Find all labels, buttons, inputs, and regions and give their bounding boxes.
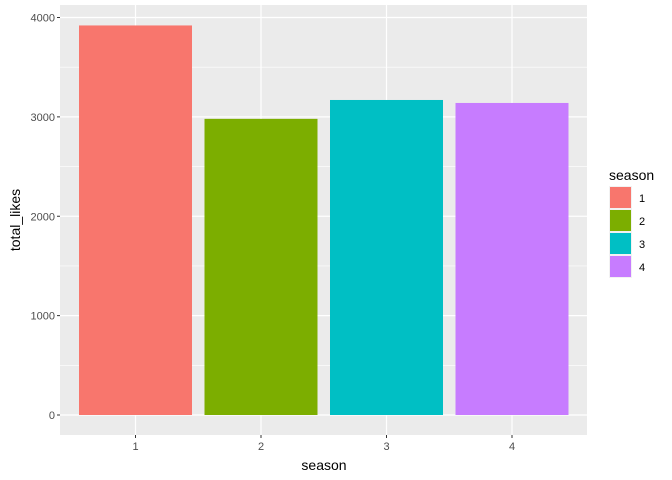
- bar-season-2: [204, 118, 318, 416]
- bar-season-3: [330, 99, 443, 415]
- x-axis-title: season: [301, 457, 346, 473]
- legend-swatch-4: [610, 256, 631, 277]
- legend-items: 1 2 3 4: [609, 186, 645, 278]
- legend-title: season: [609, 167, 654, 183]
- y-tick-label: 4000: [31, 13, 55, 25]
- bars: [79, 25, 569, 416]
- x-tick-label: 2: [258, 441, 264, 453]
- legend-label: 3: [639, 239, 645, 251]
- y-tick-label: 3000: [31, 112, 55, 124]
- legend-swatch-2: [610, 210, 631, 231]
- y-tick-label: 2000: [31, 211, 55, 223]
- legend-swatch-3: [610, 233, 631, 254]
- x-tick-label: 3: [383, 441, 389, 453]
- legend-label: 2: [639, 216, 645, 228]
- legend: season 1 2 3 4: [609, 167, 654, 278]
- y-tick-label: 1000: [31, 311, 55, 323]
- legend-label: 1: [639, 193, 645, 205]
- legend-label: 4: [639, 262, 645, 274]
- legend-swatch-1: [610, 187, 631, 208]
- y-axis: 0 1000 2000 3000 4000: [31, 13, 60, 422]
- x-tick-label: 4: [509, 441, 515, 453]
- y-axis-title: total_likes: [7, 189, 23, 251]
- bar-season-1: [79, 25, 192, 415]
- bar-season-4: [455, 102, 569, 416]
- y-tick-label: 0: [49, 410, 55, 422]
- x-tick-label: 1: [132, 441, 138, 453]
- x-axis: 1 2 3 4: [132, 435, 515, 453]
